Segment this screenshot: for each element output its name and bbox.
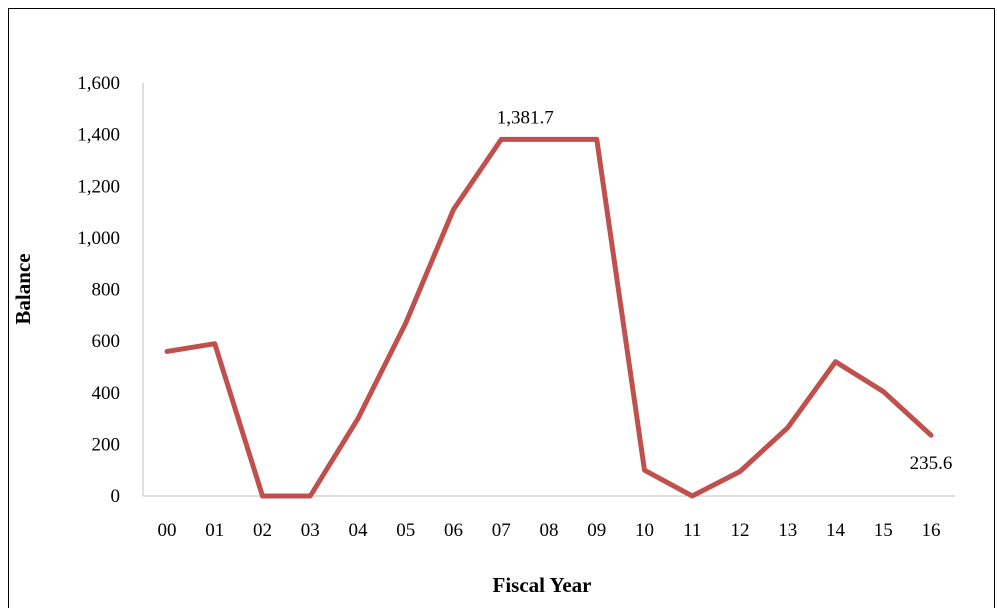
series-line: [164, 136, 934, 499]
y-tick-label: 1,000: [77, 228, 120, 249]
x-tick-label: 04: [349, 520, 369, 541]
y-tick-label: 800: [92, 280, 121, 301]
x-tick-label: 01: [205, 520, 224, 541]
x-tick-label: 14: [826, 520, 846, 541]
x-tick-label: 08: [540, 520, 559, 541]
y-tick-label: 400: [92, 383, 121, 404]
data-labels: 1,381.7 235.6: [497, 107, 953, 474]
y-tick-label: 1,200: [77, 176, 120, 197]
x-axis-title: Fiscal Year: [493, 573, 592, 597]
x-tick-label: 00: [158, 520, 177, 541]
x-tick-label: 05: [396, 520, 415, 541]
x-tick-label: 11: [683, 520, 701, 541]
y-tick-label: 1,400: [77, 125, 120, 146]
data-label: 1,381.7: [497, 107, 554, 128]
x-tick-label: 15: [874, 520, 893, 541]
x-tick-label: 07: [492, 520, 511, 541]
x-tick-label: 12: [731, 520, 750, 541]
y-axis: 0 200 400 600 800 1,000 1,200 1,400 1,600: [77, 73, 144, 507]
data-label: 235.6: [910, 453, 953, 474]
series-layer: [164, 136, 934, 499]
chart-frame: [8, 8, 995, 608]
x-tick-label: 03: [301, 520, 320, 541]
y-tick-label: 600: [92, 331, 121, 352]
y-tick-label: 0: [111, 486, 121, 507]
x-tick-label: 16: [922, 520, 941, 541]
x-axis: 00 01 02 03 04 05 06 07 08 09 10 11 12 13 14 15 16: [143, 495, 955, 541]
y-tick-label: 200: [92, 434, 121, 455]
x-tick-label: 06: [444, 520, 463, 541]
y-tick-label: 1,600: [77, 73, 120, 94]
x-tick-label: 09: [587, 520, 606, 541]
x-tick-label: 13: [778, 520, 797, 541]
y-axis-title: Balance: [11, 253, 35, 324]
x-tick-label: 10: [635, 520, 654, 541]
x-tick-label: 02: [253, 520, 272, 541]
